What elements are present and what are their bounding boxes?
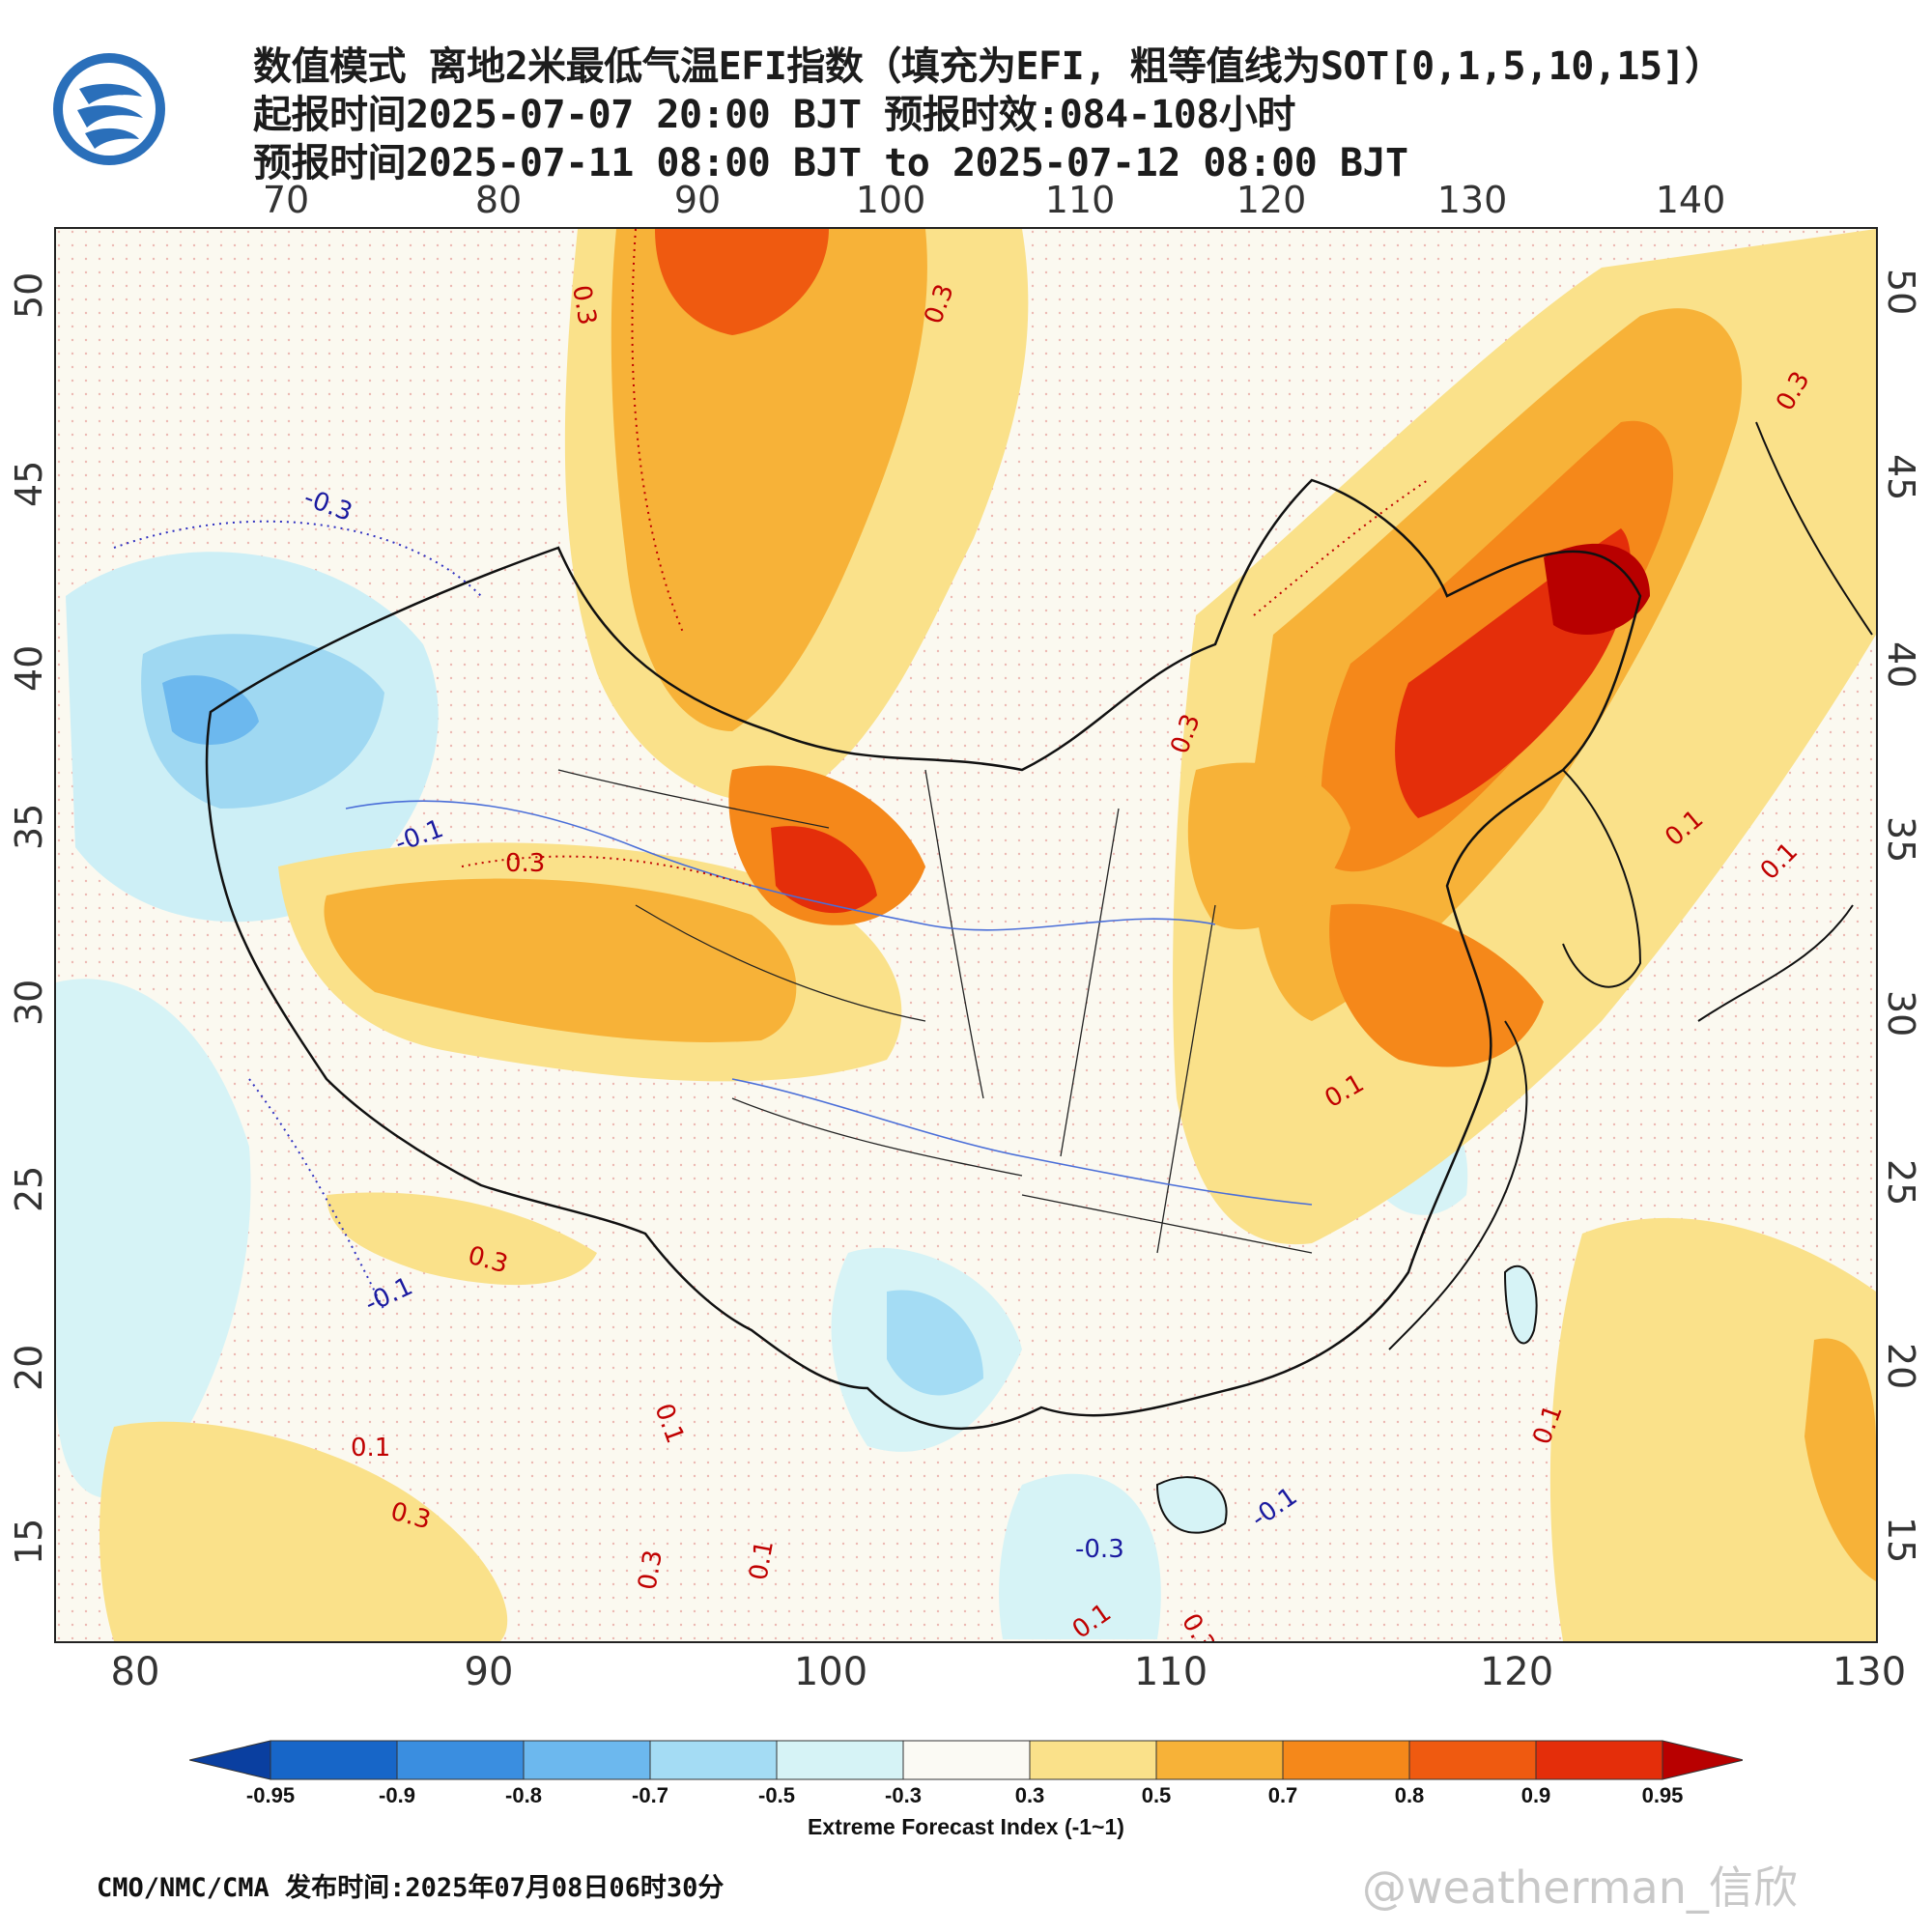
colorbar-label: 0.7 bbox=[1267, 1783, 1298, 1807]
valid-time: 预报时间2025-07-11 08:00 BJT to 2025-07-12 0… bbox=[253, 141, 1408, 185]
top-lon-label: 120 bbox=[1236, 179, 1307, 221]
colorbar-segment bbox=[902, 1740, 1031, 1780]
left-lat-label: 45 bbox=[8, 460, 50, 507]
top-lon-label: 110 bbox=[1044, 179, 1116, 221]
colorbar-segment bbox=[649, 1740, 778, 1780]
contour-label: -0.3 bbox=[1075, 1535, 1124, 1564]
colorbar-label: -0.5 bbox=[758, 1783, 795, 1807]
left-lat-label: 40 bbox=[8, 644, 50, 692]
bottom-lon-label: 90 bbox=[464, 1650, 514, 1694]
bottom-lon-label: 120 bbox=[1479, 1650, 1554, 1694]
map-panel: 0.3 0.3 -0.3 0.3 -0.1 0.3 0.3 0.1 0.3 -0… bbox=[54, 227, 1878, 1643]
bottom-lon-label: 110 bbox=[1133, 1650, 1208, 1694]
negative-efi-region bbox=[162, 675, 259, 745]
left-lat-label: 25 bbox=[8, 1165, 50, 1212]
negative-efi-region bbox=[887, 1290, 983, 1396]
colorbar-label: -0.9 bbox=[379, 1783, 415, 1807]
right-lat-label: 25 bbox=[1880, 1159, 1922, 1207]
top-lon-label: 80 bbox=[474, 179, 523, 221]
cma-logo-icon bbox=[53, 53, 165, 165]
top-lon-label: 140 bbox=[1655, 179, 1726, 221]
init-time: 起报时间2025-07-07 20:00 BJT 预报时效:084-108小时 bbox=[253, 93, 1295, 137]
rivers bbox=[345, 800, 1313, 1206]
top-lon-label: 90 bbox=[673, 179, 722, 221]
contour-label: 0.1 bbox=[351, 1434, 390, 1463]
colorbar-label: -0.7 bbox=[632, 1783, 668, 1807]
korea-border bbox=[1562, 769, 1642, 988]
contour-label: 0.3 bbox=[633, 1548, 668, 1592]
right-lat-label: 50 bbox=[1880, 269, 1922, 316]
right-lat-label: 45 bbox=[1880, 454, 1922, 501]
province-borders bbox=[557, 769, 1313, 1254]
colorbar bbox=[189, 1740, 1743, 1780]
colorbar-segment bbox=[1282, 1740, 1410, 1780]
colorbar-segment bbox=[270, 1740, 398, 1780]
colorbar-segment bbox=[776, 1740, 904, 1780]
left-lat-label: 30 bbox=[8, 979, 50, 1026]
colorbar-segment bbox=[1408, 1740, 1537, 1780]
contour-label: 0.3 bbox=[566, 283, 602, 327]
right-lat-label: 20 bbox=[1880, 1343, 1922, 1390]
contour-label: 0.1 bbox=[744, 1538, 780, 1582]
colorbar-segment bbox=[396, 1740, 525, 1780]
positive-efi-region bbox=[771, 826, 877, 914]
colorbar-segment bbox=[523, 1740, 651, 1780]
right-lat-label: 40 bbox=[1880, 641, 1922, 689]
negative-efi-region bbox=[999, 1473, 1161, 1639]
hainan-island bbox=[1155, 1476, 1228, 1534]
contour-label: 0.3 bbox=[505, 849, 545, 878]
colorbar-label: 0.5 bbox=[1141, 1783, 1172, 1807]
sot-contour-red bbox=[461, 229, 1429, 887]
efi-field-map: 0.3 0.3 -0.3 0.3 -0.1 0.3 0.3 0.1 0.3 -0… bbox=[56, 229, 1876, 1641]
positive-efi-region bbox=[324, 878, 797, 1042]
colorbar-label: 0.9 bbox=[1520, 1783, 1551, 1807]
colorbar-label: -0.8 bbox=[505, 1783, 542, 1807]
positive-efi-region bbox=[611, 229, 927, 731]
positive-efi-region bbox=[1804, 1338, 1876, 1581]
left-lat-label: 15 bbox=[8, 1518, 50, 1565]
positive-efi-region bbox=[655, 229, 829, 335]
china-border bbox=[205, 478, 1642, 1431]
right-lat-label: 15 bbox=[1880, 1517, 1922, 1564]
colorbar-title: Extreme Forecast Index (-1~1) bbox=[808, 1814, 1124, 1839]
top-lon-label: 100 bbox=[855, 179, 926, 221]
colorbar-label: -0.95 bbox=[245, 1783, 296, 1807]
top-lon-label: 130 bbox=[1436, 179, 1508, 221]
colorbar-segment bbox=[1155, 1740, 1284, 1780]
map-title: 数值模式 离地2米最低气温EFI指数（填充为EFI, 粗等值线为SOT[0,1,… bbox=[253, 44, 1723, 89]
watermark: @weatherman_信欣 bbox=[1362, 1861, 1798, 1914]
positive-efi-region bbox=[327, 1192, 597, 1286]
colorbar-label: 0.8 bbox=[1394, 1783, 1425, 1807]
colorbar-label: 0.3 bbox=[1014, 1783, 1045, 1807]
colorbar-label: -0.3 bbox=[885, 1783, 922, 1807]
taiwan-island bbox=[1503, 1264, 1538, 1345]
colorbar-segment bbox=[1535, 1740, 1663, 1780]
positive-efi-region bbox=[1544, 543, 1650, 635]
coastline bbox=[1388, 1020, 1528, 1350]
issuer-footer: CMO/NMC/CMA 发布时间:2025年07月08日06时30分 bbox=[97, 1873, 724, 1903]
left-lat-label: 50 bbox=[8, 271, 50, 319]
colorbar-arrow-right bbox=[1662, 1740, 1743, 1780]
right-lat-label: 35 bbox=[1880, 816, 1922, 864]
colorbar-label: 0.95 bbox=[1641, 1783, 1684, 1807]
japan-coast bbox=[1697, 421, 1873, 1022]
bottom-lon-label: 100 bbox=[793, 1650, 868, 1694]
positive-efi-region bbox=[99, 1421, 508, 1641]
bottom-lon-label: 130 bbox=[1832, 1650, 1907, 1694]
positive-efi-region bbox=[1187, 762, 1350, 930]
colorbar-arrow-left bbox=[189, 1740, 271, 1780]
right-lat-label: 30 bbox=[1880, 990, 1922, 1037]
positive-efi-region bbox=[1549, 1217, 1876, 1641]
top-lon-label: 70 bbox=[262, 179, 310, 221]
colorbar-segment bbox=[1029, 1740, 1157, 1780]
negative-efi-region bbox=[56, 979, 251, 1499]
left-lat-label: 35 bbox=[8, 803, 50, 850]
bottom-lon-label: 80 bbox=[110, 1650, 160, 1694]
left-lat-label: 20 bbox=[8, 1344, 50, 1391]
